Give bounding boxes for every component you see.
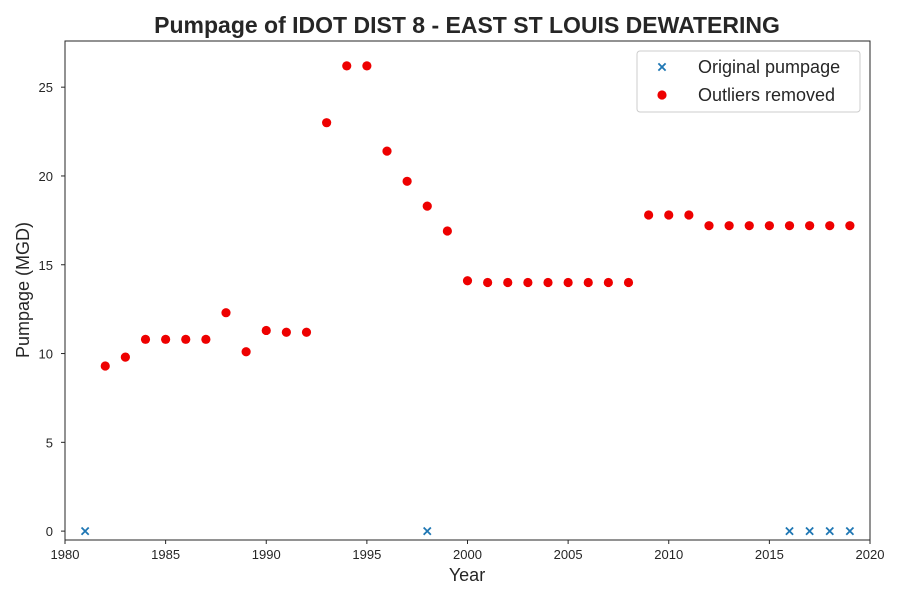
x-tick-label: 2010 — [654, 547, 683, 562]
data-point — [281, 327, 291, 337]
data-point — [462, 276, 473, 286]
y-tick-label: 15 — [39, 258, 53, 273]
legend-box — [636, 50, 861, 113]
y-axis-label: Pumpage (MGD) — [13, 222, 33, 358]
data-point — [724, 221, 734, 231]
y-tick-label: 25 — [39, 80, 53, 95]
series-original-pumpage — [80, 526, 855, 536]
x-tick-label: 2015 — [755, 547, 784, 562]
data-point — [322, 118, 332, 128]
data-point — [744, 221, 754, 231]
legend-label: Original pumpage — [698, 57, 840, 77]
data-point — [825, 221, 835, 231]
y-tick-label: 0 — [46, 524, 53, 539]
data-point — [563, 277, 573, 288]
x-tick-label: 1980 — [51, 547, 80, 562]
data-point — [583, 277, 593, 288]
legend-entry: Outliers removed — [657, 85, 835, 105]
data-point — [140, 334, 151, 344]
data-point — [181, 334, 191, 344]
y-axis: 0 5 10 15 20 25 — [39, 80, 65, 539]
x-tick-label: 1985 — [151, 547, 180, 562]
x-tick-label: 2005 — [554, 547, 583, 562]
data-point — [241, 347, 251, 357]
data-point — [543, 277, 553, 288]
data-point — [382, 146, 392, 156]
data-point — [261, 325, 271, 336]
data-point — [221, 308, 231, 318]
data-point — [523, 277, 533, 288]
series-outliers-removed — [100, 61, 855, 371]
x-tick-label: 2020 — [856, 547, 885, 562]
data-point — [603, 277, 613, 288]
data-point — [201, 334, 211, 344]
y-tick-label: 5 — [46, 435, 53, 450]
data-point — [704, 221, 714, 231]
data-point — [402, 176, 412, 186]
legend-marker — [657, 90, 667, 100]
chart-title: Pumpage of IDOT DIST 8 - EAST ST LOUIS D… — [154, 12, 780, 38]
data-point — [845, 221, 855, 231]
x-tick-label: 2000 — [453, 547, 482, 562]
data-point — [422, 201, 432, 211]
data-point — [80, 526, 90, 536]
y-tick-label: 10 — [39, 347, 53, 362]
data-point — [120, 352, 130, 362]
data-point — [301, 327, 312, 337]
data-point — [362, 61, 372, 71]
x-tick-label: 1990 — [252, 547, 281, 562]
x-axis: 1980 1985 1990 1995 2000 2005 2010 2015 2020 — [51, 540, 885, 562]
data-point — [423, 526, 432, 536]
data-point — [805, 526, 814, 536]
data-point — [342, 61, 352, 71]
data-point — [805, 221, 815, 231]
data-point — [785, 526, 794, 536]
data-point — [664, 210, 674, 220]
legend-marker — [657, 62, 667, 72]
data-point — [784, 221, 795, 231]
legend-entry: Original pumpage — [657, 57, 840, 77]
data-point — [483, 277, 493, 288]
x-axis-label: Year — [449, 565, 485, 585]
data-point — [623, 277, 634, 288]
data-point — [161, 334, 171, 344]
data-point — [442, 226, 452, 236]
plot-area — [80, 61, 855, 536]
data-point — [845, 526, 855, 536]
plot-frame — [64, 40, 871, 541]
legend-label: Outliers removed — [698, 85, 835, 105]
x-tick-label: 1995 — [352, 547, 381, 562]
data-point — [764, 221, 774, 231]
data-point — [644, 210, 654, 220]
data-point — [100, 361, 110, 371]
data-point — [684, 210, 694, 220]
data-point — [825, 526, 834, 536]
data-point — [503, 277, 513, 288]
legend: Original pumpage Outliers removed — [636, 50, 861, 113]
y-tick-label: 20 — [39, 169, 53, 184]
